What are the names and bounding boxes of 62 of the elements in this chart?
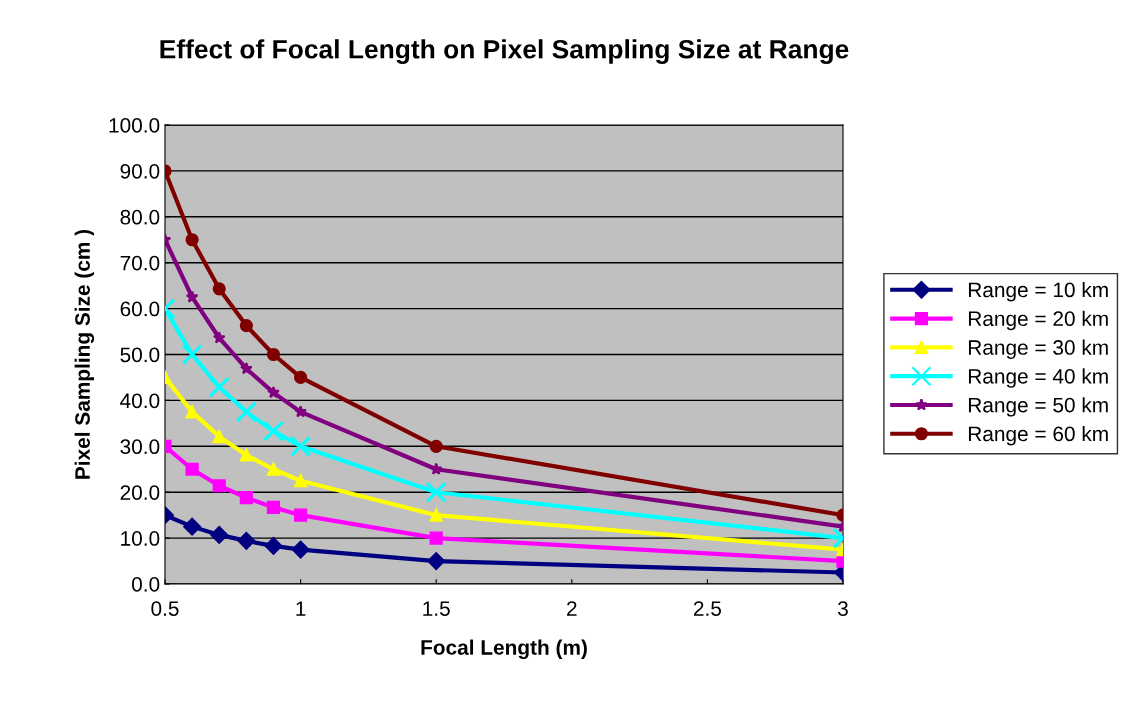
x-tick-label: 2.5: [693, 601, 722, 616]
y-tick-label: 0.0: [131, 577, 160, 592]
point: [239, 318, 253, 333]
point: [266, 500, 281, 514]
point: [208, 376, 230, 398]
x-tick-label: 3: [838, 601, 848, 616]
chart-title: Effect of Focal Length on Pixel Sampling Size at Range: [160, 39, 849, 64]
legend-label: Range = 10 km: [968, 281, 1108, 302]
point: [262, 420, 285, 442]
x-tick-label: 1.5: [423, 601, 450, 616]
point: [240, 362, 253, 375]
point: [294, 370, 308, 385]
y-tick-label: 80.0: [120, 209, 160, 225]
point: [294, 474, 308, 488]
point: [237, 531, 256, 550]
point: [181, 343, 203, 366]
point: [291, 540, 310, 559]
legend-label: Range = 50 km: [968, 397, 1108, 417]
point: [427, 552, 446, 570]
point: [294, 508, 308, 522]
point: [185, 233, 199, 247]
point: [235, 401, 257, 423]
x-axis-title: Focal Length (m): [421, 639, 587, 660]
point: [425, 481, 447, 503]
point: [210, 525, 229, 544]
point: [212, 430, 226, 444]
point: [212, 479, 226, 493]
point: [429, 439, 443, 453]
point: [212, 331, 226, 344]
point: [239, 491, 253, 505]
point: [264, 537, 283, 555]
x-tick-label: 0.5: [151, 601, 179, 616]
point: [429, 462, 443, 475]
point: [185, 290, 199, 303]
legend-label: Range = 30 km: [968, 339, 1108, 359]
point: [266, 347, 281, 362]
point: [429, 531, 443, 545]
legend-label: Range = 20 km: [968, 310, 1108, 331]
point: [185, 462, 199, 476]
y-tick-label: 40.0: [120, 393, 160, 409]
y-tick-label: 70.0: [120, 255, 160, 271]
y-tick-label: 100.0: [109, 118, 160, 133]
y-tick-label: 30.0: [120, 439, 160, 455]
x-tick-label: 2: [567, 601, 577, 616]
y-tick-label: 90.0: [120, 163, 160, 179]
y-tick-label: 50.0: [120, 347, 160, 363]
point: [239, 448, 253, 462]
y-tick-label: 10.0: [121, 531, 160, 546]
point: [266, 462, 281, 476]
y-tick-label: 60.0: [120, 301, 160, 317]
y-tick-label: 20.0: [120, 485, 160, 500]
point: [429, 508, 443, 522]
legend-label: Range = 40 km: [968, 368, 1108, 388]
legend-label: Range = 60 km: [968, 425, 1108, 446]
point: [294, 405, 307, 418]
x-tick-label: 1: [296, 601, 306, 616]
point: [290, 435, 312, 457]
point: [267, 386, 280, 399]
point: [185, 405, 199, 419]
point: [212, 282, 226, 296]
y-axis-title: Pixel Sampling Size (cm ): [74, 229, 95, 479]
point: [183, 517, 202, 536]
